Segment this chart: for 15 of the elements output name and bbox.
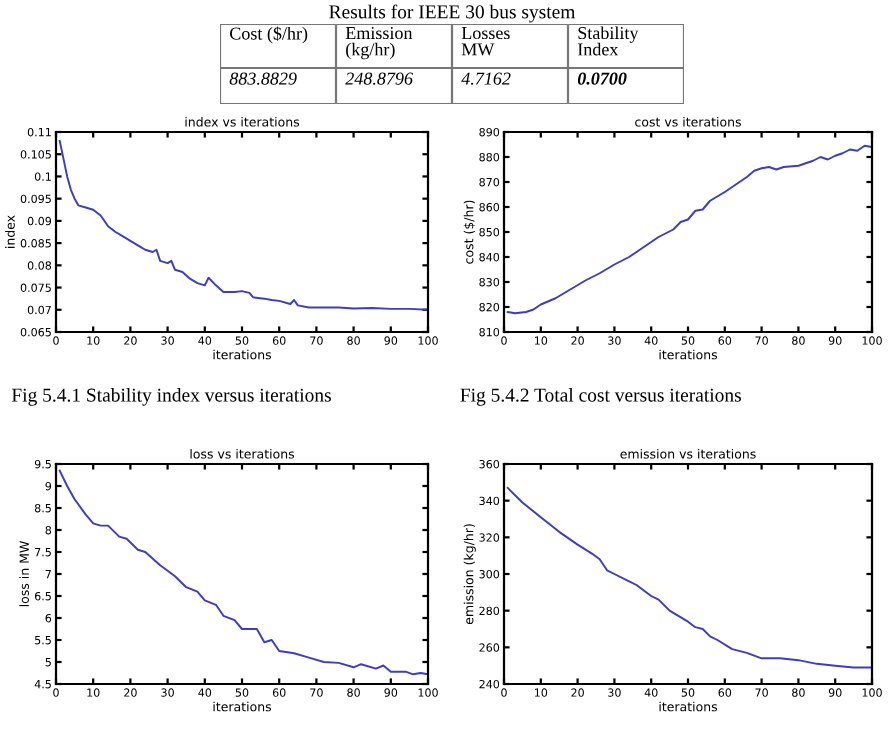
category-label: Stability Index: [577, 26, 639, 56]
line-series: [506, 486, 872, 669]
text: 0.0700: [577, 72, 627, 85]
line-series: [58, 469, 428, 676]
text: Results for IEEE 30 bus system: [329, 4, 576, 23]
category-label: Emission (kg/hr): [345, 26, 413, 60]
caption: Fig 5.4.2 Total cost versus iterations: [460, 388, 741, 406]
text: 4.7162: [461, 72, 511, 85]
category-label: Cost ($/hr): [230, 26, 308, 44]
line-series: [506, 144, 872, 315]
text: 248.8796: [345, 72, 413, 85]
caption: Fig 5.4.1 Stability index versus iterations: [11, 388, 331, 406]
text: 883.8829: [229, 72, 297, 85]
category-label: Losses MW: [461, 27, 510, 56]
line-series: [58, 139, 428, 311]
